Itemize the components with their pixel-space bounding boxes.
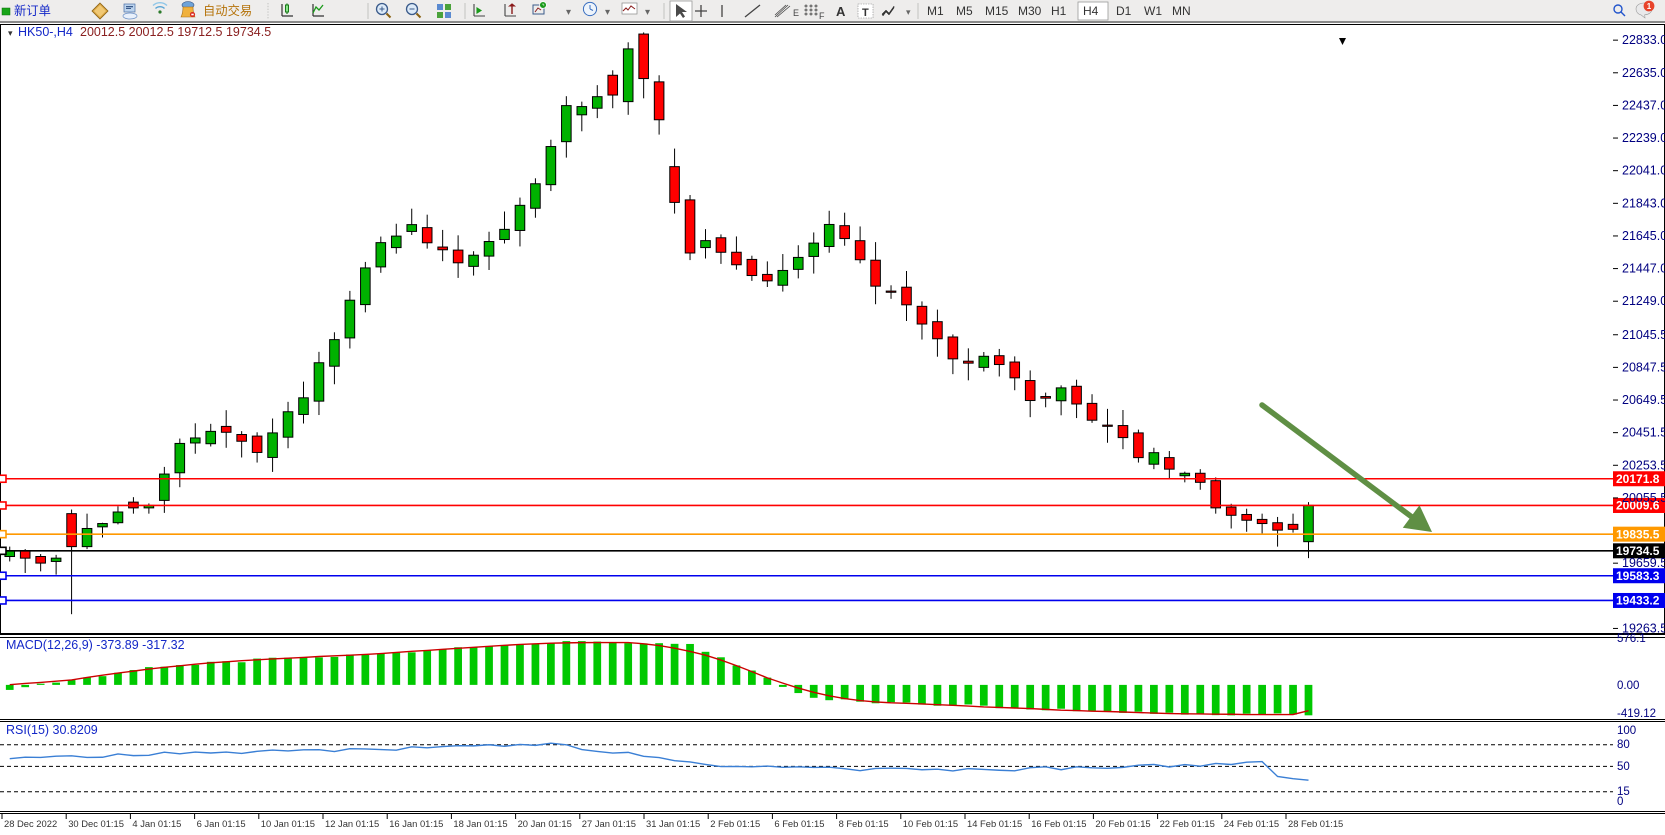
svg-text:21045.5: 21045.5 [1622, 328, 1665, 342]
svg-text:M15: M15 [985, 4, 1009, 18]
svg-text:H4: H4 [1083, 4, 1099, 18]
svg-text:28 Feb 01:15: 28 Feb 01:15 [1288, 818, 1343, 829]
svg-text:20012.5 20012.5 19712.5 19734.: 20012.5 20012.5 19712.5 19734.5 [80, 25, 271, 39]
svg-text:10 Jan 01:15: 10 Jan 01:15 [261, 818, 315, 829]
svg-text:MN: MN [1172, 4, 1191, 18]
svg-text:0.00: 0.00 [1617, 680, 1639, 692]
svg-text:20847.5: 20847.5 [1622, 360, 1665, 374]
svg-text:M5: M5 [956, 4, 973, 18]
svg-text:▾: ▾ [645, 7, 650, 18]
svg-text:4 Jan 01:15: 4 Jan 01:15 [132, 818, 181, 829]
svg-text:▾: ▾ [8, 28, 13, 38]
svg-text:50: 50 [1617, 761, 1630, 773]
svg-text:E: E [793, 8, 799, 18]
svg-text:自动交易: 自动交易 [203, 3, 252, 18]
svg-text:80: 80 [1617, 739, 1630, 751]
svg-text:20 Feb 01:15: 20 Feb 01:15 [1095, 818, 1150, 829]
svg-text:19659.5: 19659.5 [1622, 556, 1665, 570]
svg-text:20 Jan 01:15: 20 Jan 01:15 [518, 818, 572, 829]
svg-text:21645.0: 21645.0 [1622, 229, 1665, 243]
svg-text:HK50-,H4: HK50-,H4 [18, 25, 73, 39]
svg-text:MACD(12,26,9) -373.89 -317.32: MACD(12,26,9) -373.89 -317.32 [6, 638, 185, 652]
svg-text:576.1: 576.1 [1617, 633, 1646, 645]
svg-text:21447.0: 21447.0 [1622, 262, 1665, 276]
svg-text:20253.5: 20253.5 [1622, 458, 1665, 472]
svg-text:6 Jan 01:15: 6 Jan 01:15 [197, 818, 246, 829]
svg-text:20451.5: 20451.5 [1622, 426, 1665, 440]
svg-text:2 Feb 01:15: 2 Feb 01:15 [710, 818, 760, 829]
svg-text:▾: ▾ [605, 7, 610, 18]
svg-text:6 Feb 01:15: 6 Feb 01:15 [774, 818, 824, 829]
svg-text:14 Feb 01:15: 14 Feb 01:15 [967, 818, 1022, 829]
svg-text:19583.3: 19583.3 [1616, 569, 1660, 583]
svg-text:10 Feb 01:15: 10 Feb 01:15 [903, 818, 958, 829]
svg-text:▾: ▾ [566, 7, 571, 18]
svg-text:-419.12: -419.12 [1617, 708, 1656, 720]
svg-text:21843.0: 21843.0 [1622, 196, 1665, 210]
svg-text:19835.5: 19835.5 [1616, 527, 1660, 541]
svg-text:22635.0: 22635.0 [1622, 66, 1665, 80]
svg-text:100: 100 [1617, 725, 1636, 737]
svg-text:18 Jan 01:15: 18 Jan 01:15 [453, 818, 507, 829]
svg-text:20055.5: 20055.5 [1622, 491, 1665, 505]
svg-text:16 Feb 01:15: 16 Feb 01:15 [1031, 818, 1086, 829]
svg-text:22833.0: 22833.0 [1622, 33, 1665, 47]
svg-text:22437.0: 22437.0 [1622, 98, 1665, 112]
svg-text:M1: M1 [927, 4, 944, 18]
svg-text:22041.0: 22041.0 [1622, 164, 1665, 178]
svg-text:12 Jan 01:15: 12 Jan 01:15 [325, 818, 379, 829]
svg-text:20649.5: 20649.5 [1622, 393, 1665, 407]
svg-text:27 Jan 01:15: 27 Jan 01:15 [582, 818, 636, 829]
svg-text:1: 1 [1647, 2, 1652, 11]
svg-text:21249.0: 21249.0 [1622, 294, 1665, 308]
svg-text:▾: ▾ [906, 7, 911, 17]
svg-text:19433.2: 19433.2 [1616, 594, 1660, 608]
svg-text:新订单: 新订单 [14, 3, 51, 18]
svg-text:20171.8: 20171.8 [1616, 472, 1660, 486]
svg-text:F: F [819, 11, 825, 21]
svg-text:22239.0: 22239.0 [1622, 131, 1665, 145]
svg-text:22 Feb 01:15: 22 Feb 01:15 [1160, 818, 1215, 829]
svg-text:M30: M30 [1018, 4, 1042, 18]
svg-text:28 Dec 2022: 28 Dec 2022 [4, 818, 57, 829]
svg-text:16 Jan 01:15: 16 Jan 01:15 [389, 818, 443, 829]
svg-text:T: T [862, 7, 869, 19]
svg-text:24 Feb 01:15: 24 Feb 01:15 [1224, 818, 1279, 829]
svg-text:30 Dec 01:15: 30 Dec 01:15 [68, 818, 124, 829]
svg-text:A: A [836, 4, 846, 19]
svg-text:H1: H1 [1051, 4, 1067, 18]
svg-text:31 Jan 01:15: 31 Jan 01:15 [646, 818, 700, 829]
svg-text:W1: W1 [1144, 4, 1162, 18]
svg-text:RSI(15) 30.8209: RSI(15) 30.8209 [6, 723, 98, 737]
svg-text:8 Feb 01:15: 8 Feb 01:15 [839, 818, 889, 829]
svg-text:0: 0 [1617, 796, 1623, 808]
svg-text:D1: D1 [1116, 4, 1132, 18]
